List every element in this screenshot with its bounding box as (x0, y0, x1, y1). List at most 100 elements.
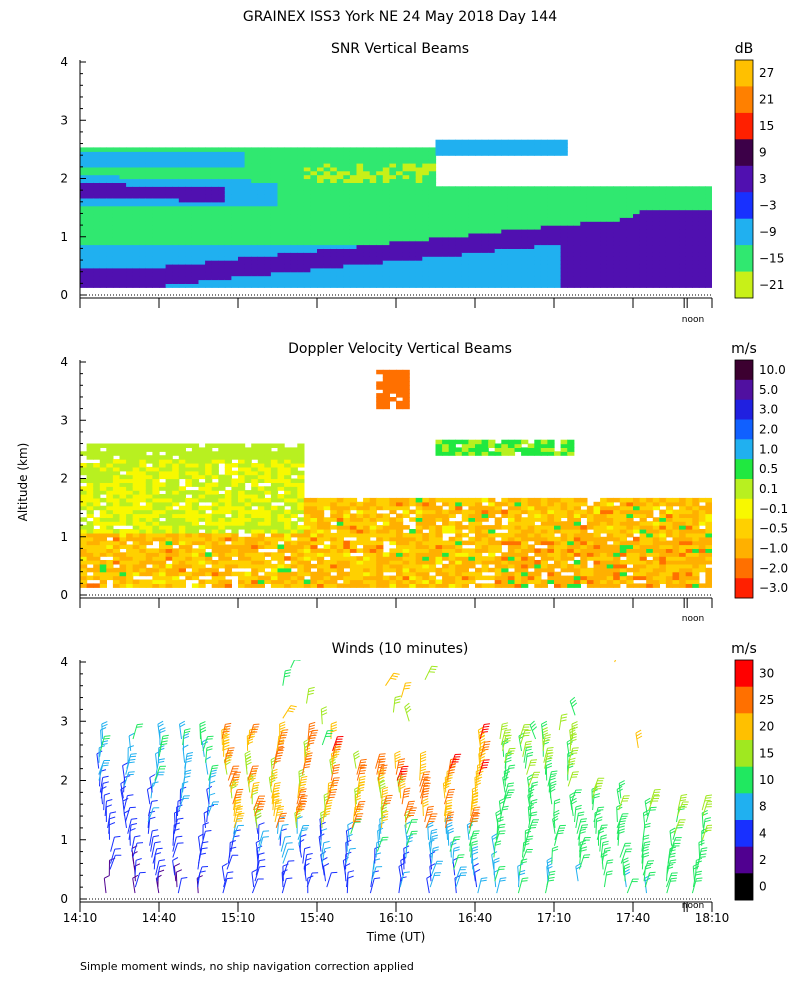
field-cell (198, 267, 206, 273)
field-cell (389, 256, 397, 261)
field-cell (119, 240, 127, 246)
field-cell (593, 252, 601, 257)
field-cell (455, 139, 463, 145)
field-cell (112, 275, 121, 281)
field-cell (389, 369, 397, 375)
field-cell (244, 186, 252, 191)
field-cell (93, 170, 101, 176)
field-cell (521, 279, 529, 284)
field-cell (468, 548, 476, 553)
field-cell (205, 540, 213, 546)
field-cell (323, 166, 331, 172)
field-cell (251, 159, 259, 164)
field-cell (86, 513, 94, 518)
field-cell (224, 260, 232, 265)
field-cell (343, 529, 351, 534)
field-cell (310, 194, 318, 199)
field-cell (284, 509, 292, 515)
field-cell (415, 497, 423, 503)
field-cell (514, 260, 522, 265)
field-cell (126, 455, 134, 460)
field-cell (270, 279, 279, 284)
field-cell (251, 540, 259, 546)
field-cell (93, 194, 101, 199)
field-cell (231, 240, 239, 246)
field-cell (593, 213, 601, 218)
field-cell (376, 186, 384, 191)
field-cell (205, 497, 213, 503)
field-cell (297, 221, 305, 226)
field-cell (336, 147, 344, 152)
field-cell (488, 236, 496, 242)
field-cell (323, 194, 331, 199)
field-cell (211, 536, 219, 542)
field-cell (409, 497, 417, 503)
field-cell (264, 536, 272, 542)
field-cell (336, 567, 344, 573)
field-cell (159, 575, 167, 581)
field-cell (481, 540, 489, 546)
field-cell (389, 275, 397, 281)
field-cell (172, 213, 180, 218)
field-cell (435, 151, 443, 156)
field-cell (238, 279, 246, 284)
field-cell (363, 236, 371, 242)
field-cell (165, 256, 173, 261)
field-cell (330, 563, 338, 569)
field-cell (205, 536, 213, 542)
field-cell (99, 170, 107, 176)
field-cell (468, 147, 476, 152)
field-cell (554, 194, 562, 199)
field-cell (80, 229, 88, 234)
field-cell (198, 283, 206, 288)
field-cell (317, 229, 325, 234)
field-cell (422, 225, 430, 230)
field-cell (99, 263, 107, 269)
field-cell (573, 229, 581, 234)
field-cell (99, 217, 107, 222)
field-cell (139, 556, 147, 561)
field-cell (126, 159, 134, 164)
field-cell (580, 244, 588, 249)
field-cell (99, 260, 107, 265)
field-cell (152, 447, 160, 452)
field-cell (257, 229, 265, 234)
field-cell (244, 260, 252, 265)
field-cell (218, 548, 226, 553)
field-cell (540, 201, 548, 207)
field-cell (639, 271, 647, 277)
field-cell (376, 248, 384, 253)
field-cell (442, 525, 450, 530)
field-cell (679, 229, 687, 234)
field-cell (257, 244, 265, 249)
field-cell (317, 509, 325, 515)
field-cell (172, 459, 180, 464)
field-cell (527, 143, 535, 148)
field-cell (224, 567, 232, 573)
field-cell (93, 560, 101, 565)
field-cell (481, 509, 489, 515)
field-cell (99, 229, 107, 234)
field-cell (461, 221, 469, 226)
field-cell (527, 275, 535, 281)
field-cell (488, 256, 496, 261)
field-cell (238, 552, 246, 557)
field-cell (593, 221, 601, 226)
field-cell (251, 209, 259, 215)
field-cell (244, 248, 252, 253)
field-cell (442, 197, 450, 203)
field-cell (514, 139, 522, 145)
field-cell (218, 513, 226, 518)
field-cell (152, 532, 160, 538)
field-cell (145, 174, 153, 180)
field-cell (106, 466, 114, 472)
field-cell (600, 267, 608, 273)
field-cell (86, 529, 94, 534)
field-cell (692, 217, 700, 222)
field-cell (112, 155, 121, 160)
field-cell (435, 443, 443, 448)
field-cell (369, 209, 377, 215)
field-cell (323, 263, 331, 269)
field-cell (244, 147, 252, 152)
field-cell (238, 447, 246, 452)
